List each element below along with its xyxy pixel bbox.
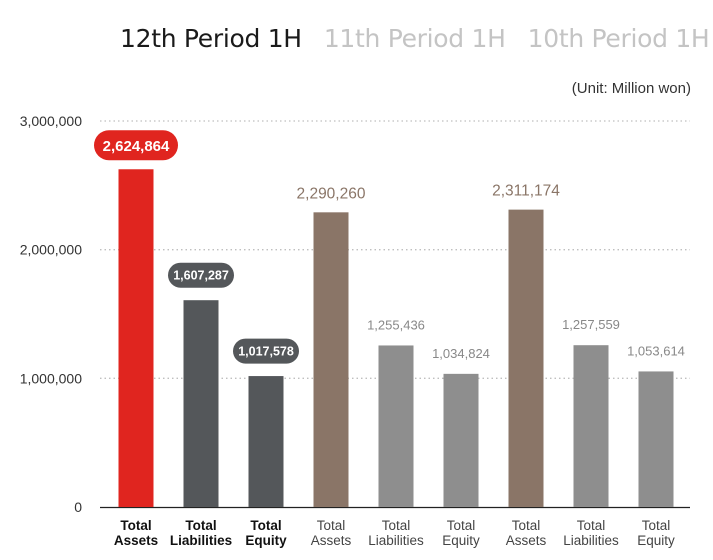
- x-tick-label: Liabilities: [368, 533, 424, 548]
- x-tick-label: Total: [382, 518, 411, 533]
- x-tick-label: Total: [120, 518, 151, 533]
- bar: [248, 376, 284, 507]
- x-tick-label: Total: [512, 518, 541, 533]
- x-tick-label: Total: [317, 518, 346, 533]
- y-tick-label: 1,000,000: [20, 370, 82, 386]
- value-label-pill: [94, 130, 178, 161]
- bar: [573, 345, 609, 507]
- x-tick-label: Total: [447, 518, 476, 533]
- bar: [508, 209, 544, 507]
- x-tick-label: Total: [642, 518, 671, 533]
- x-tick-label: Equity: [442, 533, 480, 548]
- value-label: 1,017,578: [238, 345, 294, 359]
- value-label: 2,290,260: [297, 185, 366, 202]
- tab-10th-period-1h[interactable]: 10th Period 1H: [527, 24, 710, 53]
- value-label: 1,607,287: [173, 269, 229, 283]
- y-tick-label: 2,000,000: [20, 242, 82, 258]
- x-tick-label: Equity: [637, 533, 675, 548]
- x-tick-label: Total: [250, 518, 281, 533]
- tab-11th-period-1h[interactable]: 11th Period 1H: [323, 24, 506, 53]
- value-label: 2,624,864: [103, 138, 170, 155]
- x-tick-label: Equity: [245, 533, 287, 548]
- y-tick-label: 0: [74, 499, 82, 515]
- tab-12th-period-1h[interactable]: 12th Period 1H: [120, 24, 302, 53]
- x-tick-label: Assets: [311, 533, 352, 548]
- x-tick-label: Total: [185, 518, 216, 533]
- value-label: 2,311,174: [492, 183, 560, 200]
- bar: [443, 373, 479, 507]
- bar: [638, 371, 674, 507]
- bar: [378, 345, 414, 507]
- value-label: 1,053,614: [627, 343, 685, 358]
- period-tabs: 12th Period 1H 11th Period 1H 10th Perio…: [120, 24, 710, 53]
- x-tick-label: Assets: [506, 533, 547, 548]
- value-label-pill: [233, 338, 299, 364]
- x-tick-label: Assets: [114, 533, 158, 548]
- bar: [118, 169, 154, 507]
- value-label-pill: [168, 262, 234, 288]
- x-tick-label: Liabilities: [170, 533, 232, 548]
- x-tick-label: Liabilities: [563, 533, 619, 548]
- value-label: 1,034,824: [432, 346, 490, 361]
- bar: [183, 300, 219, 507]
- y-tick-label: 3,000,000: [20, 113, 82, 129]
- unit-label: (Unit: Million won): [571, 80, 691, 97]
- x-tick-label: Total: [577, 518, 606, 533]
- value-label: 1,257,559: [562, 317, 620, 332]
- value-label: 1,255,436: [367, 317, 425, 332]
- bar: [313, 212, 349, 507]
